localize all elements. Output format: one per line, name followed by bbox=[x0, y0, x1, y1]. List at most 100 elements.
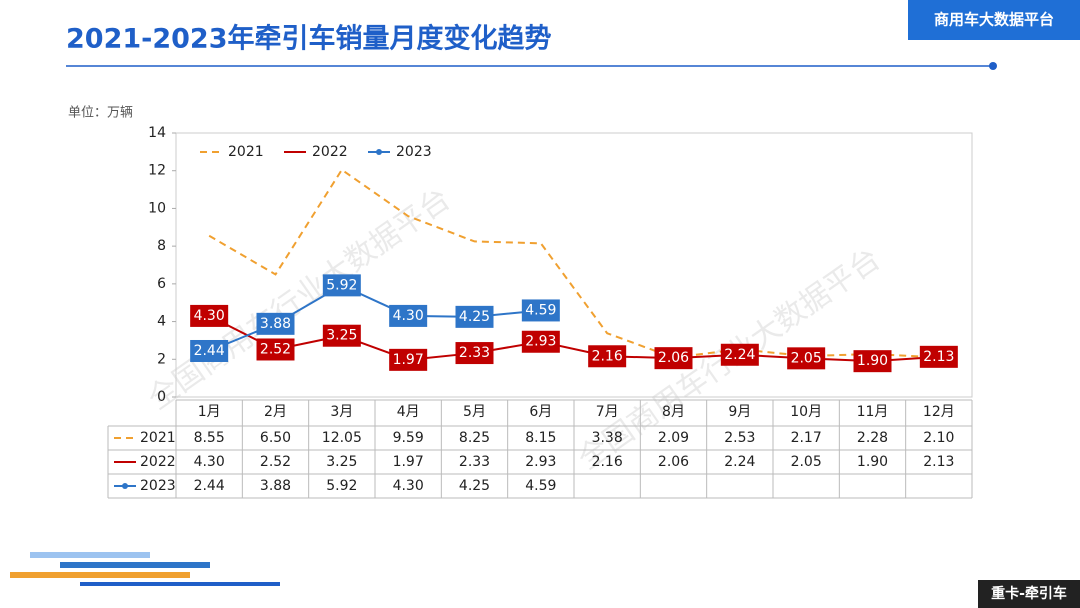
data-label: 2.93 bbox=[525, 334, 556, 350]
x-tick-label: 7月 bbox=[596, 404, 619, 420]
y-tick-label: 12 bbox=[148, 163, 166, 179]
label-box bbox=[455, 305, 494, 328]
table-cell: 2.05 bbox=[791, 454, 822, 470]
table-cell: 2.10 bbox=[923, 430, 954, 446]
table-cell: 2.33 bbox=[459, 454, 490, 470]
title: 2021-2023年牵引车销量月度变化趋势 bbox=[66, 23, 552, 55]
data-label: 2.52 bbox=[260, 341, 291, 357]
table-cell: 2.24 bbox=[724, 454, 755, 470]
table-series-name: 2023 bbox=[140, 478, 176, 494]
table-cell: 2.53 bbox=[724, 430, 755, 446]
table-cell: 4.25 bbox=[459, 478, 490, 494]
label-box bbox=[389, 348, 428, 371]
x-tick-label: 4月 bbox=[397, 404, 420, 420]
table-cell: 2.17 bbox=[791, 430, 822, 446]
table-cell: 2.09 bbox=[658, 430, 689, 446]
label-box bbox=[787, 347, 826, 370]
x-tick-label: 5月 bbox=[463, 404, 486, 420]
unit-label: 单位：万辆 bbox=[68, 106, 133, 121]
y-tick-label: 0 bbox=[157, 389, 166, 405]
plot-frame bbox=[175, 132, 973, 398]
table-cell: 4.30 bbox=[194, 454, 225, 470]
legend-label: 2023 bbox=[396, 144, 432, 160]
legend-label: 2022 bbox=[312, 144, 348, 160]
y-tick-label: 6 bbox=[157, 276, 166, 292]
table-cell: 5.92 bbox=[326, 478, 357, 494]
table-cell: 12.05 bbox=[322, 430, 362, 446]
table-cell: 1.97 bbox=[393, 454, 424, 470]
footer-tag: 重卡-牵引车 bbox=[991, 585, 1067, 602]
label-box bbox=[256, 312, 295, 335]
label-box bbox=[521, 299, 560, 322]
legend-marker bbox=[376, 149, 382, 155]
label-box bbox=[256, 338, 295, 361]
label-box bbox=[654, 347, 693, 370]
rule-dot bbox=[989, 62, 997, 70]
table-cell: 8.15 bbox=[525, 430, 556, 446]
y-tick-label: 2 bbox=[157, 351, 166, 367]
x-tick-label: 1月 bbox=[198, 404, 221, 420]
data-label: 1.97 bbox=[393, 352, 424, 368]
data-label: 2.05 bbox=[791, 350, 822, 366]
x-tick-label: 12月 bbox=[923, 404, 955, 420]
platform: 商用车大数据平台 bbox=[934, 11, 1054, 29]
footer-box bbox=[978, 580, 1080, 608]
table-cell: 2.44 bbox=[194, 478, 225, 494]
data-label: 2.33 bbox=[459, 345, 490, 361]
data-label: 2.13 bbox=[923, 349, 954, 365]
legend-label: 2021 bbox=[228, 144, 264, 160]
table-cell: 3.88 bbox=[260, 478, 291, 494]
legend-marker bbox=[122, 483, 128, 489]
table-cell: 2.16 bbox=[592, 454, 623, 470]
x-tick-label: 8月 bbox=[662, 404, 685, 420]
data-label: 4.30 bbox=[194, 308, 225, 324]
label-box bbox=[322, 324, 361, 347]
data-label: 2.24 bbox=[724, 347, 755, 363]
data-label: 3.25 bbox=[326, 328, 357, 344]
data-label: 4.59 bbox=[525, 302, 556, 318]
data-label: 2.06 bbox=[658, 350, 689, 366]
decor bbox=[10, 552, 280, 586]
table-cell: 2.52 bbox=[260, 454, 291, 470]
table-cell: 4.30 bbox=[393, 478, 424, 494]
table-cell: 9.59 bbox=[393, 430, 424, 446]
label-box bbox=[322, 274, 361, 297]
y-tick-label: 10 bbox=[148, 200, 166, 216]
x-tick-label: 2月 bbox=[264, 404, 287, 420]
label-box bbox=[389, 304, 428, 327]
table-cell: 2.06 bbox=[658, 454, 689, 470]
label-box bbox=[720, 343, 759, 366]
y-tick-label: 4 bbox=[157, 314, 166, 330]
table-cell: 1.90 bbox=[857, 454, 888, 470]
table-cell: 3.25 bbox=[326, 454, 357, 470]
label-box bbox=[190, 339, 229, 362]
x-tick-label: 6月 bbox=[529, 404, 552, 420]
table-cell: 6.50 bbox=[260, 430, 291, 446]
label-box bbox=[588, 345, 627, 368]
label-box bbox=[919, 345, 958, 368]
x-tick-label: 9月 bbox=[728, 404, 751, 420]
table-cell: 4.59 bbox=[525, 478, 556, 494]
table-cell: 2.13 bbox=[923, 454, 954, 470]
data-label: 4.30 bbox=[393, 308, 424, 324]
x-tick-label: 3月 bbox=[330, 404, 353, 420]
table-series-name: 2021 bbox=[140, 430, 176, 446]
data-label: 4.25 bbox=[459, 309, 490, 325]
x-tick-label: 11月 bbox=[857, 404, 889, 420]
y-tick-label: 14 bbox=[148, 125, 166, 141]
label-box bbox=[521, 330, 560, 353]
label-box bbox=[190, 304, 229, 327]
table-cell: 3.38 bbox=[592, 430, 623, 446]
table-cell: 8.55 bbox=[194, 430, 225, 446]
data-label: 1.90 bbox=[857, 353, 888, 369]
label-box bbox=[455, 342, 494, 365]
platform-box bbox=[908, 0, 1080, 40]
data-label: 5.92 bbox=[326, 277, 357, 293]
x-tick-label: 10月 bbox=[790, 404, 822, 420]
table-series-name: 2022 bbox=[140, 454, 176, 470]
table-cell: 2.93 bbox=[525, 454, 556, 470]
table-cell: 8.25 bbox=[459, 430, 490, 446]
watermark: 全国商用车行业大数据平台 bbox=[142, 182, 457, 417]
data-label: 2.16 bbox=[592, 348, 623, 364]
